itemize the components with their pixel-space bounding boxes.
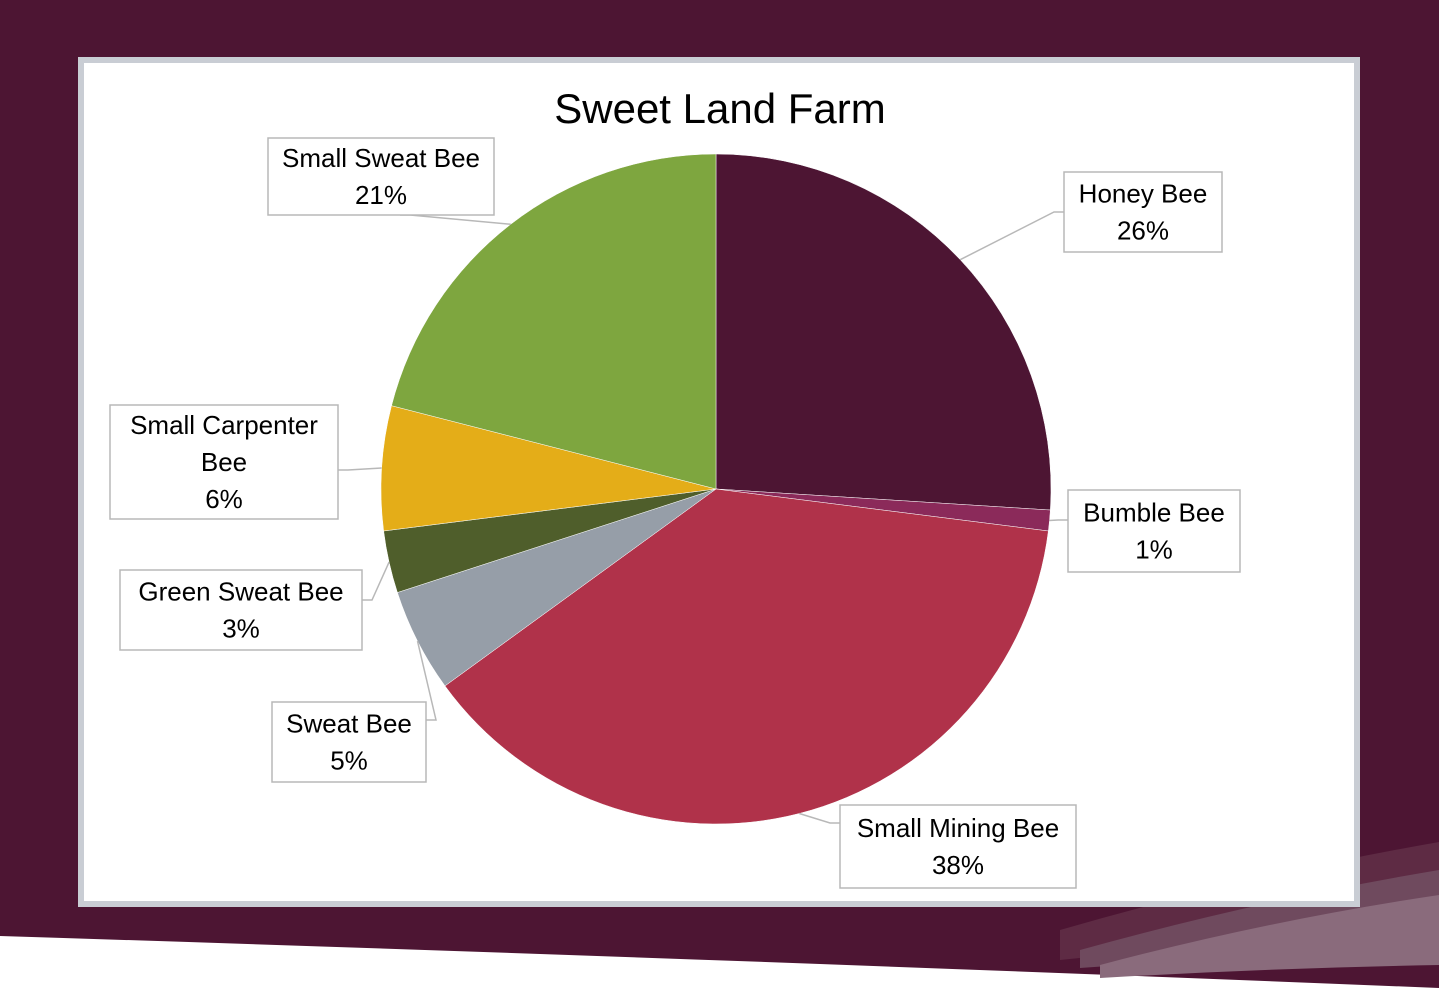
data-label-box-small-sweat-bee: [267, 137, 495, 216]
data-label-value-small-carpenter-bee: 6%: [205, 484, 243, 514]
data-label-box-bumble-bee: [1067, 489, 1241, 573]
data-labels: Honey Bee 26% Bumble Bee 1% Small Mining Bee…: [109, 137, 1241, 889]
pie-slice-honey-bee: [715, 153, 1052, 511]
pie-slices: [380, 153, 1052, 825]
data-label-box-green-sweat-bee: [119, 569, 363, 651]
data-label-box-honey-bee: [1063, 171, 1223, 253]
data-label-value-green-sweat-bee: 3%: [222, 614, 260, 644]
leader-line-bumble-bee: [1049, 519, 1068, 522]
data-label-value-small-mining-bee: 38%: [932, 850, 984, 880]
data-label-box-sweat-bee: [271, 701, 427, 783]
data-label-value-honey-bee: 26%: [1117, 216, 1169, 246]
pie-slice-small-carpenter-bee: [380, 405, 717, 532]
data-label-value-small-sweat-bee: 21%: [355, 180, 407, 210]
leader-line-green-sweat-bee: [362, 561, 390, 601]
pie-slice-small-mining-bee: [444, 488, 1049, 825]
data-label-value-sweat-bee: 5%: [330, 746, 368, 776]
data-label-box-small-mining-bee: [839, 804, 1077, 889]
data-label-name-sweat-bee: Sweat Bee: [286, 709, 412, 739]
data-label-value-bumble-bee: 1%: [1135, 535, 1173, 565]
pie-slice-small-sweat-bee: [391, 153, 717, 490]
data-label-name-small-mining-bee: Small Mining Bee: [857, 813, 1059, 843]
leader-line-small-mining-bee: [799, 812, 840, 824]
swoosh-band-3: [1100, 895, 1439, 978]
data-label-name-small-sweat-bee: Small Sweat Bee: [282, 143, 480, 173]
data-label-name-green-sweat-bee: Green Sweat Bee: [138, 577, 343, 607]
leader-line-small-carpenter-bee: [338, 467, 382, 471]
slide-bottom-curve: [0, 936, 1439, 988]
data-label-name-bumble-bee: Bumble Bee: [1083, 498, 1225, 528]
leader-line-sweat-bee: [416, 640, 437, 721]
data-label-name-honey-bee: Honey Bee: [1079, 179, 1208, 209]
data-label-name-small-carpenter-bee: Small Carpenter: [130, 410, 318, 440]
leader-line-honey-bee: [959, 211, 1064, 261]
chart-title: Sweet Land Farm: [554, 85, 886, 132]
data-label-name-small-carpenter-bee: Bee: [201, 447, 247, 477]
leader-line-small-sweat-bee: [400, 214, 511, 226]
data-label-box-small-carpenter-bee: [109, 404, 339, 520]
